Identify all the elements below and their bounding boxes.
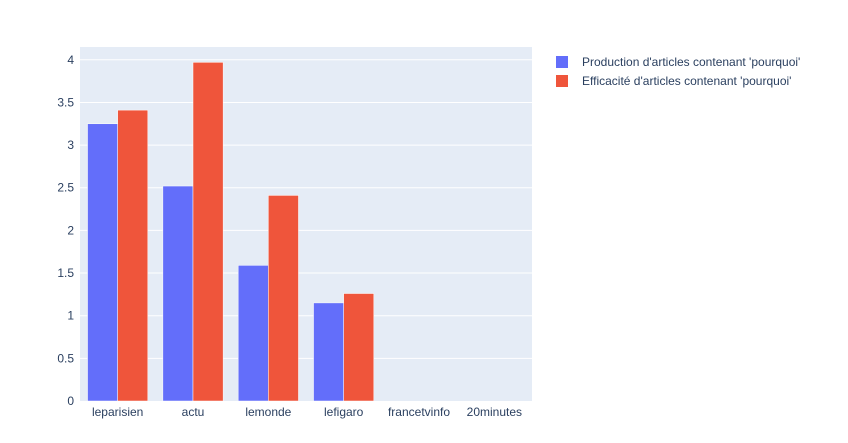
legend[interactable]: Production d'articles contenant 'pourquo…: [556, 55, 800, 88]
x-tick-label: actu: [182, 405, 205, 419]
y-tick-label: 2.5: [57, 181, 74, 195]
legend-swatch: [556, 56, 568, 68]
x-axis: leparisien actu lemonde lefigaro francetvinf…: [92, 405, 522, 419]
y-tick-label: 0: [67, 394, 74, 408]
bar-efficacite-lemonde[interactable]: [268, 195, 299, 402]
plot-area: [80, 47, 532, 401]
bars: [87, 62, 375, 402]
y-axis: 0 0.5 1 1.5 2 2.5 3 3.5 4: [57, 53, 74, 408]
x-tick-label: francetvinfo: [388, 405, 450, 419]
x-tick-label: lemonde: [245, 405, 291, 419]
legend-item-1[interactable]: Efficacité d'articles contenant 'pourquo…: [556, 74, 791, 88]
legend-label: Production d'articles contenant 'pourquo…: [582, 55, 800, 69]
x-tick-label: lefigaro: [324, 405, 364, 419]
bar-production-lefigaro[interactable]: [313, 302, 344, 402]
gridlines: [80, 59, 532, 359]
y-tick-label: 2: [67, 223, 74, 237]
y-tick-label: 3.5: [57, 95, 74, 109]
y-tick-label: 3: [67, 138, 74, 152]
y-tick-label: 4: [67, 53, 74, 67]
legend-label: Efficacité d'articles contenant 'pourquo…: [582, 74, 791, 88]
y-tick-label: 1: [67, 309, 74, 323]
x-tick-label: leparisien: [92, 405, 143, 419]
bar-production-actu[interactable]: [162, 185, 194, 402]
bar-production-lemonde[interactable]: [237, 265, 269, 402]
bar-efficacite-actu[interactable]: [192, 62, 224, 402]
legend-item-0[interactable]: Production d'articles contenant 'pourquo…: [556, 55, 800, 69]
bar-efficacite-leparisien[interactable]: [117, 109, 149, 402]
legend-swatch: [556, 75, 568, 87]
y-tick-label: 1.5: [57, 266, 74, 280]
bar-production-leparisien[interactable]: [87, 123, 118, 402]
bar-efficacite-lefigaro[interactable]: [343, 293, 375, 402]
y-tick-label: 0.5: [57, 351, 74, 365]
x-tick-label: 20minutes: [467, 405, 522, 419]
